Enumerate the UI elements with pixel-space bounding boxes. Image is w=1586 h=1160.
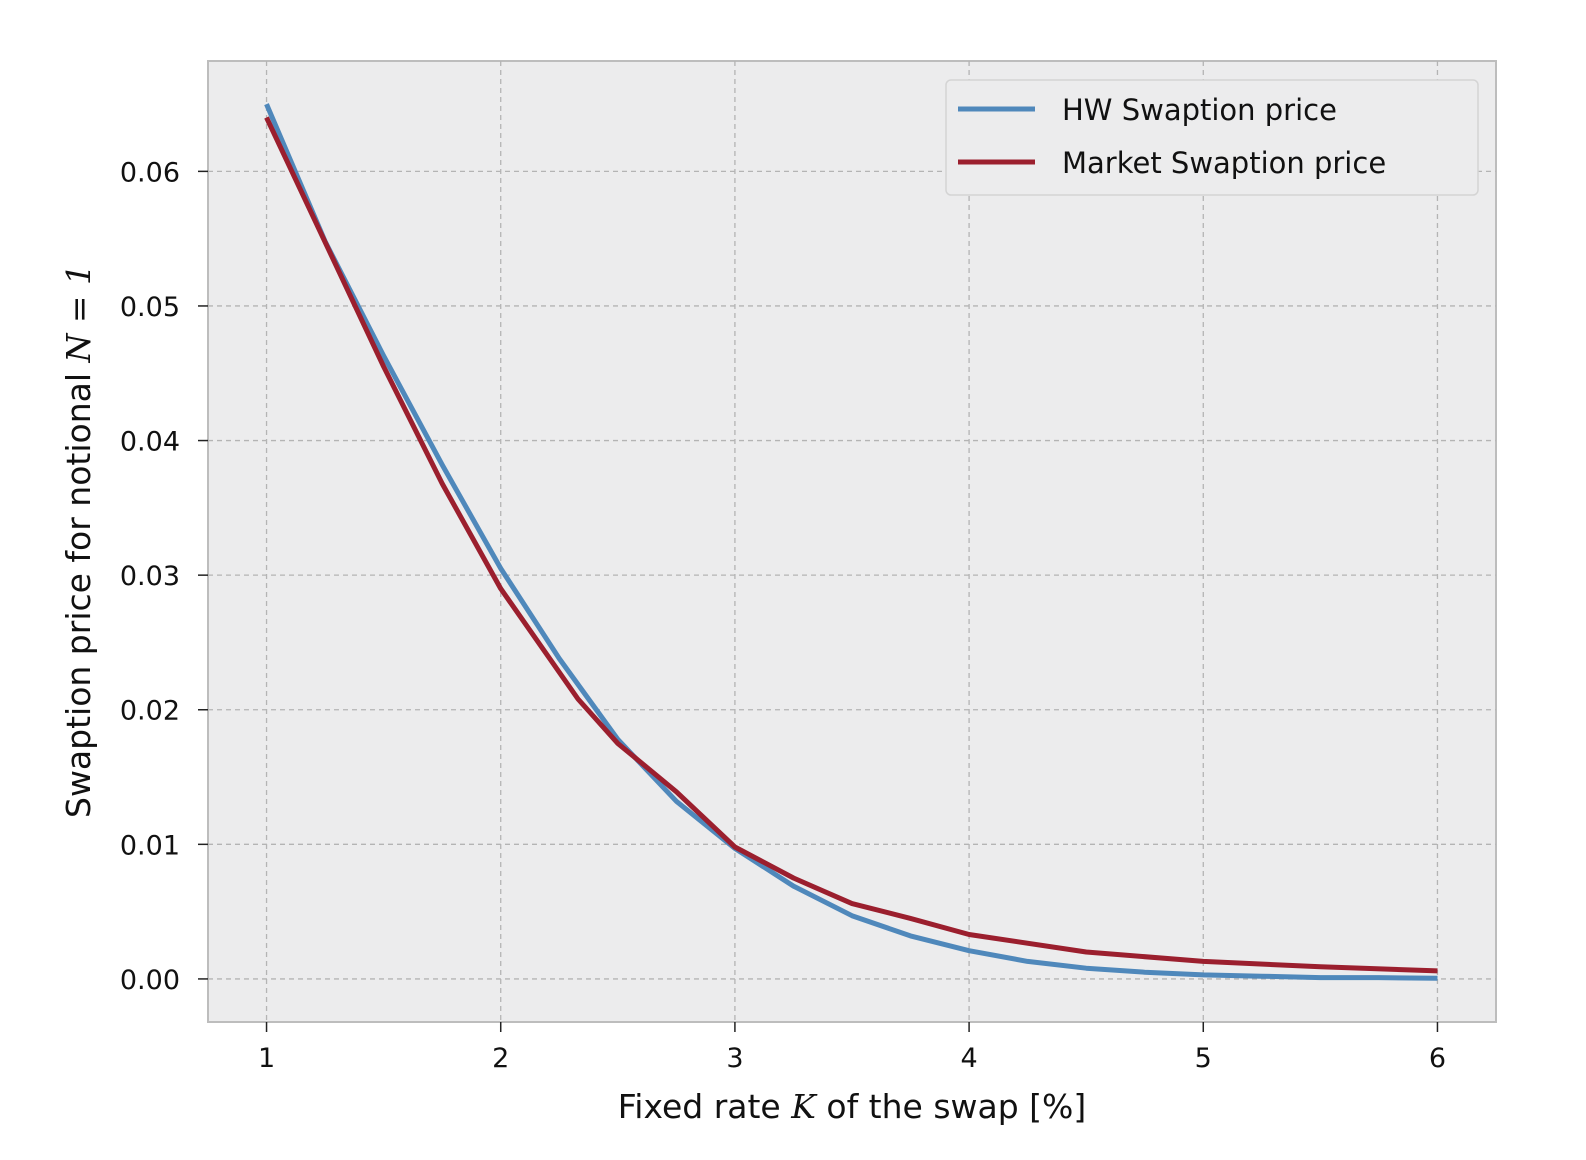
y-axis-label: Swaption price for notional N = 1 (59, 264, 98, 818)
y-tick-label: 0.06 (120, 157, 180, 188)
y-tick-label: 0.03 (120, 561, 180, 592)
x-axis-label-post: of the swap [%] (816, 1087, 1086, 1126)
y-tick-label: 0.02 (120, 696, 180, 727)
legend-label-market: Market Swaption price (1062, 146, 1386, 180)
x-axis-label-var: K (790, 1087, 818, 1126)
y-tick-label: 0.01 (120, 830, 180, 861)
x-axis-label: Fixed rate K of the swap [%] (618, 1087, 1087, 1126)
x-axis-label-pre: Fixed rate (618, 1087, 792, 1126)
legend: HW Swaption price Market Swaption price (945, 79, 1479, 196)
plot-area (207, 60, 1497, 1023)
series-lines (264, 103, 1438, 981)
x-tick-label: 6 (1429, 1043, 1446, 1074)
y-tick-label: 0.04 (120, 427, 180, 458)
x-tick-label: 5 (1195, 1043, 1212, 1074)
y-tick-label: 0.05 (120, 292, 180, 323)
x-tick-label: 2 (492, 1043, 509, 1074)
y-tick-label: 0.00 (120, 965, 180, 996)
axis-ticks: 1 2 3 4 5 6 0.00 0.01 0.02 0.03 0.04 0.05 0.06 (120, 157, 1446, 1074)
y-axis-label-var: N (59, 333, 98, 364)
series-line-market (264, 116, 1438, 974)
grid-lines (208, 61, 1496, 1022)
x-tick-label: 1 (258, 1043, 275, 1074)
x-tick-label: 3 (726, 1043, 743, 1074)
legend-label-hw: HW Swaption price (1062, 93, 1337, 127)
x-tick-label: 4 (960, 1043, 977, 1074)
y-axis-label-post: = 1 (59, 264, 98, 334)
y-axis-label-pre: Swaption price for notional (59, 363, 98, 819)
series-line-hw (264, 103, 1438, 981)
legend-box (945, 79, 1479, 196)
